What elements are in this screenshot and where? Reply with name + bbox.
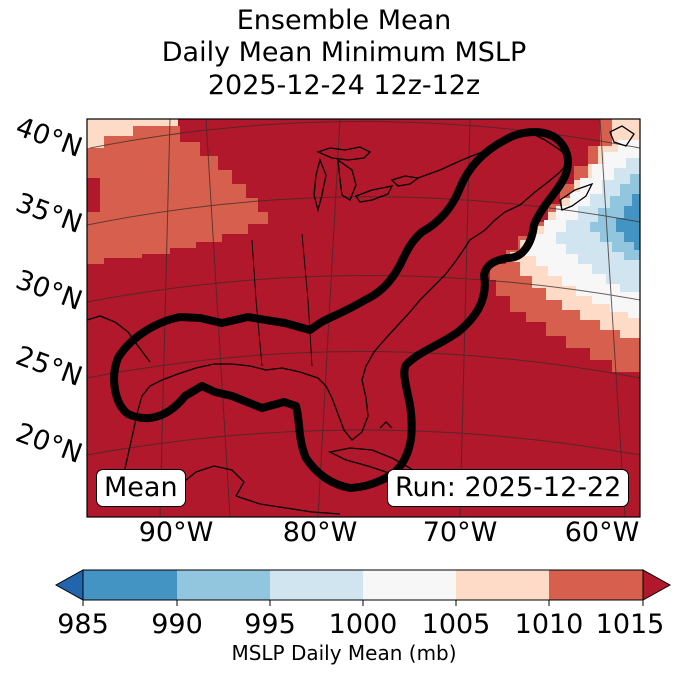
colorbar-extend-high bbox=[642, 569, 672, 601]
colorbar-segment-990 bbox=[177, 570, 270, 600]
lon-label-80: 80°W bbox=[283, 517, 358, 548]
colorbar-segment-995 bbox=[270, 570, 363, 600]
colorbar-tick-1005: 1005 bbox=[422, 609, 491, 640]
colorbar-tick-995: 995 bbox=[244, 609, 296, 640]
lat-label-35: 35°N bbox=[12, 187, 87, 239]
colorbar-tick-1000: 1000 bbox=[329, 609, 398, 640]
lon-label-70: 70°W bbox=[423, 517, 498, 548]
colorbar-segment-1000 bbox=[363, 570, 456, 600]
title-line-1: Ensemble Mean bbox=[236, 5, 452, 36]
lat-label-20: 20°N bbox=[12, 417, 87, 469]
field-985-east bbox=[616, 194, 640, 250]
colorbar-extend-low bbox=[54, 569, 84, 601]
map-panel bbox=[87, 119, 640, 517]
lon-label-60: 60°W bbox=[565, 517, 640, 548]
colorbar-label: MSLP Daily Mean (mb) bbox=[231, 641, 457, 665]
lon-label-90: 90°W bbox=[139, 517, 214, 548]
colorbar-segment-985 bbox=[83, 570, 177, 600]
colorbar-segment-1005 bbox=[456, 570, 549, 600]
colorbar-tick-990: 990 bbox=[151, 609, 203, 640]
map-frame bbox=[86, 118, 641, 518]
lat-label-25: 25°N bbox=[12, 340, 87, 392]
colorbar-tick-985: 985 bbox=[57, 609, 109, 640]
lat-label-40: 40°N bbox=[12, 111, 87, 163]
run-date-box: Run: 2025-12-22 bbox=[387, 469, 630, 507]
colorbar: 985 990 995 1000 1005 1010 1015 bbox=[54, 569, 672, 640]
title-line-3: 2025-12-24 12z-12z bbox=[207, 70, 481, 101]
colorbar-tick-1010: 1010 bbox=[515, 609, 584, 640]
field-above-1015-nw-patch bbox=[87, 178, 100, 212]
field-1010-west bbox=[87, 119, 268, 264]
colorbar-tick-1015: 1015 bbox=[596, 609, 665, 640]
field-1005-nw bbox=[87, 119, 178, 148]
colorbar-segment-1010 bbox=[549, 570, 643, 600]
mean-label-box: Mean bbox=[96, 469, 186, 507]
mean-mslp-contour bbox=[110, 128, 572, 492]
title-line-2: Daily Mean Minimum MSLP bbox=[161, 37, 527, 68]
lat-label-30: 30°N bbox=[12, 264, 87, 316]
